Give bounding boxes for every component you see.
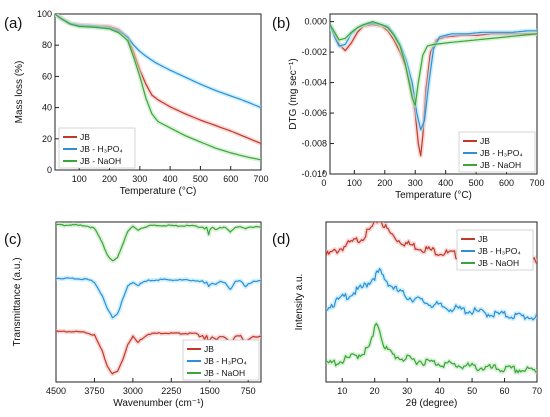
plot-frame [55, 221, 262, 383]
x-tick-label: 400 [163, 174, 178, 184]
x-tick-label: 4500 [46, 386, 66, 396]
x-tick-label: 500 [469, 178, 484, 188]
legend: JB JB - H₃PO₄ JB - NaOH [58, 127, 136, 169]
x-tick-label: 750 [241, 386, 256, 396]
legend-label: JB [480, 136, 490, 146]
series-line-jb-naoh [326, 322, 537, 374]
x-tick-label: 100 [72, 174, 87, 184]
x-tick-label: 70 [532, 386, 542, 396]
legend-label: JB [204, 344, 214, 354]
panel-b: (b) 0 100 200 300 400 500 600 700 0.000 -0.002 -0.0… [272, 13, 545, 201]
x-tick-label: 600 [499, 178, 514, 188]
x-tick-label: 3000 [123, 386, 143, 396]
y-tick-label: -0.010 [301, 169, 327, 179]
x-tick-label: 200 [102, 174, 117, 184]
legend-label: JB - H₃PO₄ [478, 246, 521, 256]
x-tick-label: 300 [408, 178, 423, 188]
y-tick-label: 0.000 [304, 17, 327, 27]
legend-label: JB - H₃PO₄ [80, 144, 123, 154]
legend-label: JB - NaOH [480, 160, 521, 170]
legend-label: JB [80, 132, 90, 142]
y-tick-label: -0.004 [301, 78, 327, 88]
series-line-jb-h3po4 [56, 277, 261, 319]
x-tick-label: 200 [377, 178, 392, 188]
y-tick-label: 0 [47, 165, 52, 175]
y-tick-label: 60 [42, 71, 52, 81]
series-halo-jb-h3po4 [56, 275, 261, 321]
series-line-jb-naoh [56, 223, 261, 262]
x-tick-label: 700 [253, 174, 268, 184]
series-line-jb-h3po4 [326, 268, 537, 321]
plot-frame [325, 221, 538, 383]
series-halo-jb-naoh [56, 222, 261, 263]
x-tick-label: 0 [321, 178, 326, 188]
panel-label: (d) [272, 231, 290, 248]
plot-area [56, 222, 261, 377]
x-axis-label: Temperature (°C) [120, 186, 197, 197]
legend-label: JB [478, 234, 488, 244]
series-line-jb-naoh [55, 14, 261, 161]
legend-label: JB - H₃PO₄ [204, 356, 247, 366]
y-tick-label: 80 [42, 40, 52, 50]
x-tick-label: 50 [467, 386, 477, 396]
y-tick-label: 100 [37, 9, 52, 19]
x-tick-label: 20 [370, 386, 380, 396]
x-tick-label: 1500 [200, 386, 220, 396]
y-tick-label: -0.006 [301, 108, 327, 118]
x-tick-label: 700 [529, 178, 544, 188]
legend-label: JB - NaOH [204, 368, 245, 378]
x-tick-label: 600 [223, 174, 238, 184]
plot-frame [54, 13, 262, 171]
legend-label: JB - H₃PO₄ [480, 148, 523, 158]
x-tick-label: 2250 [161, 386, 181, 396]
plot-frame [329, 13, 538, 175]
y-tick-label: -0.008 [301, 139, 327, 149]
x-tick-label: 60 [500, 386, 510, 396]
panel-a: (a) 100 200 300 400 500 600 700 0 20 40 60 80 100 Temp… [4, 9, 269, 197]
x-tick-label: 10 [337, 386, 347, 396]
panel-label: (c) [4, 231, 22, 248]
x-tick-label: 30 [402, 386, 412, 396]
y-tick-label: -0.002 [301, 47, 327, 57]
x-axis-label: 2θ (degree) [406, 398, 458, 409]
x-tick-label: 300 [132, 174, 147, 184]
plot-area [330, 19, 537, 158]
panel-c: (c) 4500 3750 3000 2250 1500 750 Wavenumber (cm… [4, 221, 262, 409]
x-tick-label: 40 [435, 386, 445, 396]
legend: JB JB - H₃PO₄ JB - NaOH [182, 339, 260, 381]
panel-d: (d) 10 20 30 40 50 60 70 2θ (degree) Intensity a.… [272, 221, 542, 409]
legend-label: JB - NaOH [478, 258, 519, 268]
x-tick-label: 100 [347, 178, 362, 188]
series-line-jb [56, 330, 261, 375]
series-halo-jb-h3po4 [326, 266, 537, 323]
x-axis-label: Wavenumber (cm⁻¹) [113, 398, 203, 409]
legend: JB JB - H₃PO₄ JB - NaOH [456, 229, 534, 271]
y-axis-label: Transmittance (a.u.) [12, 257, 23, 346]
y-tick-label: 20 [42, 134, 52, 144]
series-halo-jb-naoh [326, 321, 537, 375]
x-tick-label: 500 [193, 174, 208, 184]
y-axis-label: Mass loss (%) [14, 61, 25, 124]
panel-label: (b) [272, 15, 290, 32]
x-axis-label: Temperature (°C) [395, 190, 472, 201]
panel-label: (a) [4, 15, 22, 32]
x-tick-label: 3750 [84, 386, 104, 396]
plot-area [55, 14, 261, 163]
y-axis-label: DTG (mg sec⁻¹) [288, 58, 299, 129]
series-line-jb-naoh [330, 21, 537, 107]
x-tick-label: 400 [438, 178, 453, 188]
legend-label: JB - NaOH [80, 156, 121, 166]
y-tick-label: 40 [42, 103, 52, 113]
legend: JB JB - H₃PO₄ JB - NaOH [458, 131, 536, 173]
y-axis-label: Intensity a.u. [294, 274, 305, 331]
